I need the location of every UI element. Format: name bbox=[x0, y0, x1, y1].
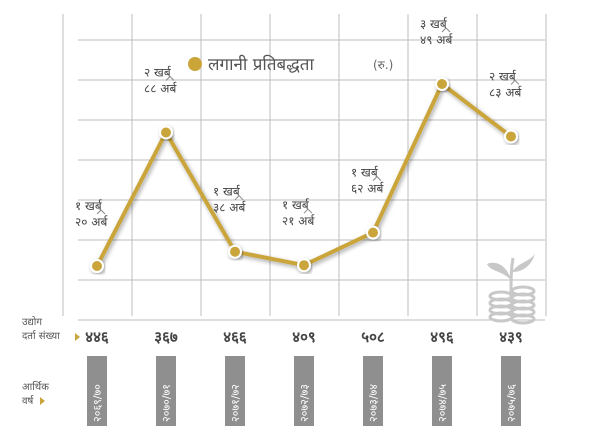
registrations-label-line1: उद्योग bbox=[22, 316, 42, 328]
value-label-line2: ४९ अर्ब bbox=[420, 33, 453, 47]
data-point bbox=[504, 129, 518, 144]
fiscal-years: २०६९/७० २०७०/७१ २०७१/७२ २०७२/७३ २०७३/७४ २०७४/… bbox=[87, 356, 521, 426]
year-label-line1: आर्थिक bbox=[22, 381, 49, 393]
value-label-bracket bbox=[372, 175, 382, 181]
fiscal-year-label: २०७३/७४ bbox=[367, 384, 380, 422]
legend-unit: (रु.) bbox=[373, 58, 393, 72]
data-point bbox=[297, 258, 311, 273]
year-label-line2: वर्ष bbox=[22, 395, 34, 407]
chart-grid bbox=[62, 14, 547, 321]
series-line bbox=[95, 82, 513, 268]
data-point bbox=[228, 244, 242, 259]
data-point bbox=[90, 259, 104, 273]
fiscal-year-label: २०७१/७२ bbox=[229, 384, 242, 422]
value-label-line2: ८८ अर्ब bbox=[144, 81, 177, 95]
fiscal-year-label: २०७०/७१ bbox=[160, 384, 173, 422]
legend-marker bbox=[188, 57, 202, 71]
registration-counts: ४४६ ३६७ ४६६ ४०९ ५०८ ४९६ ४३९ bbox=[85, 328, 522, 346]
legend-label: लगानी प्रतिबद्धता bbox=[208, 54, 314, 75]
value-label-bracket bbox=[303, 208, 313, 214]
value-label-line2: २१ अर्ब bbox=[282, 214, 315, 228]
money-plant-coins-icon bbox=[487, 254, 536, 325]
value-label-line1: २ खर्ब bbox=[144, 65, 172, 79]
value-label-line1: ३ खर्ब bbox=[420, 17, 448, 31]
year-box bbox=[225, 356, 245, 426]
data-point bbox=[435, 77, 449, 91]
fiscal-year-label: २०७२/७३ bbox=[298, 384, 311, 422]
value-label-bracket bbox=[96, 209, 106, 215]
registration-count: ५०८ bbox=[361, 328, 385, 346]
value-label-line2: २० अर्ब bbox=[75, 215, 108, 229]
fiscal-year-label: २०६९/७० bbox=[91, 384, 104, 422]
value-label-line1: १ खर्ब bbox=[213, 185, 241, 199]
year-box bbox=[363, 356, 383, 426]
registration-count: ४९६ bbox=[430, 328, 454, 346]
year-box bbox=[294, 356, 314, 426]
year-box bbox=[87, 356, 107, 426]
value-label-line2: ३८ अर्ब bbox=[213, 201, 246, 215]
registration-count: ३६७ bbox=[154, 328, 178, 346]
value-label-line1: २ खर्ब bbox=[489, 69, 517, 83]
registrations-label-line2: दर्ता संख्या bbox=[22, 330, 60, 342]
value-label-bracket bbox=[234, 194, 244, 201]
registration-count: ४६६ bbox=[223, 328, 247, 346]
value-label-line2: ६२ अर्ब bbox=[351, 182, 384, 196]
registration-count: ४३९ bbox=[499, 328, 522, 346]
registration-count: ४४६ bbox=[85, 328, 109, 346]
series-investment bbox=[90, 77, 518, 273]
value-label-bracket bbox=[165, 75, 175, 81]
chart-legend: लगानी प्रतिबद्धता (रु.) bbox=[188, 54, 393, 75]
registration-count: ४०९ bbox=[292, 328, 315, 346]
data-point bbox=[159, 125, 173, 140]
value-label-line2: ८३ अर्ब bbox=[489, 85, 522, 99]
data-point bbox=[366, 225, 380, 240]
fiscal-year-label: २०७५/७६ bbox=[505, 384, 518, 422]
fiscal-year-label: २०७४/७५ bbox=[436, 384, 449, 422]
value-labels: १ खर्ब २० अर्ब २ खर्ब ८८ अर्ब १ खर्ब ३८ अर्ब १… bbox=[75, 17, 522, 229]
value-label-line1: १ खर्ब bbox=[75, 199, 103, 213]
year-arrow-icon bbox=[40, 397, 45, 405]
year-box bbox=[501, 356, 521, 426]
year-box bbox=[156, 356, 176, 426]
value-label-bracket bbox=[441, 27, 451, 33]
value-label-line1: १ खर्ब bbox=[282, 198, 310, 212]
row-labels: उद्योग दर्ता संख्या आर्थिक वर्ष bbox=[22, 316, 80, 407]
year-box bbox=[432, 356, 452, 426]
value-label-line1: १ खर्ब bbox=[351, 166, 379, 180]
value-label-bracket bbox=[510, 79, 520, 85]
registrations-arrow-icon bbox=[75, 333, 80, 341]
